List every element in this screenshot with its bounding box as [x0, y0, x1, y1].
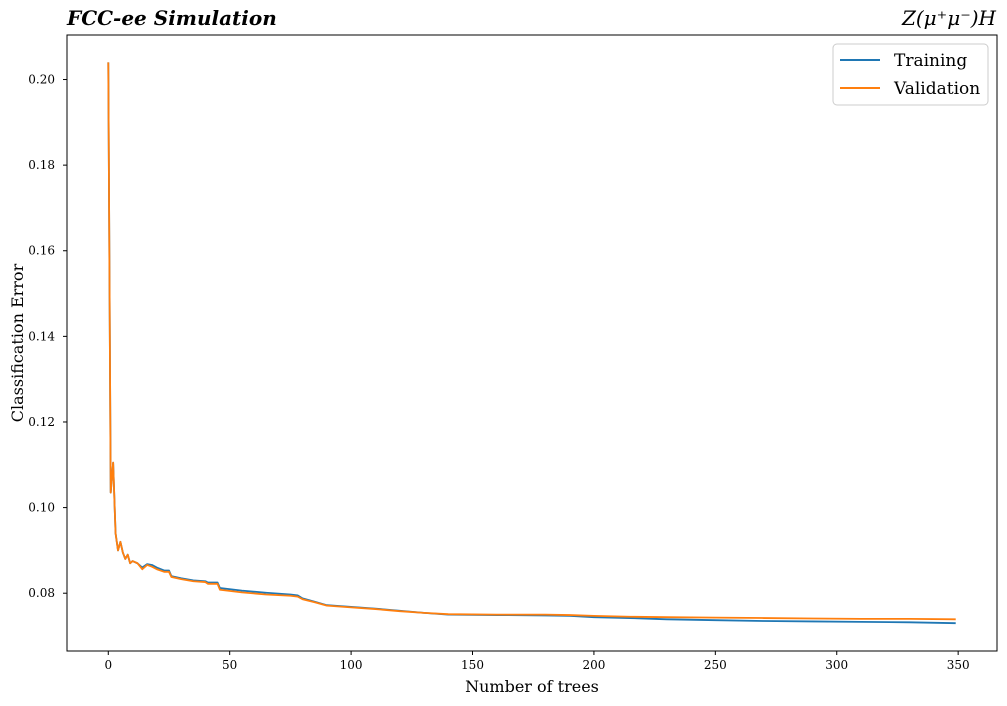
x-tick-label: 0: [104, 658, 112, 672]
series-line-validation: [107, 62, 956, 621]
plot-frame: [66, 34, 998, 652]
legend-label: Validation: [893, 79, 980, 99]
y-tick-label: 0.18: [28, 158, 55, 172]
x-tick-label: 300: [825, 658, 848, 672]
x-tick-label: 100: [340, 658, 363, 672]
chart-subtitle: Z(μ⁺μ⁻)H: [901, 6, 996, 30]
series-layer: [107, 62, 956, 625]
series-line-training: [107, 62, 956, 625]
chart-title: FCC-ee Simulation: [67, 6, 277, 30]
y-axis: 0.08 0.10 0.12 0.14 0.16 0.18 0.20: [28, 73, 67, 600]
y-tick-label: 0.10: [28, 501, 55, 515]
legend: Training Validation: [832, 43, 989, 106]
x-tick-label: 250: [704, 658, 727, 672]
x-tick-label: 50: [222, 658, 237, 672]
y-axis-label: Classification Error: [8, 263, 27, 422]
x-tick-label: 200: [582, 658, 605, 672]
y-tick-label: 0.16: [28, 244, 55, 258]
x-tick-label: 150: [461, 658, 484, 672]
x-tick-label: 350: [947, 658, 970, 672]
y-tick-label: 0.20: [28, 73, 55, 87]
x-axis: 0 50 100 150 200 250 300 350: [104, 651, 970, 672]
y-tick-label: 0.12: [28, 415, 55, 429]
legend-label: Training: [894, 51, 967, 71]
y-tick-label: 0.14: [28, 329, 55, 343]
x-axis-label: Number of trees: [465, 677, 599, 696]
y-tick-label: 0.08: [28, 586, 55, 600]
